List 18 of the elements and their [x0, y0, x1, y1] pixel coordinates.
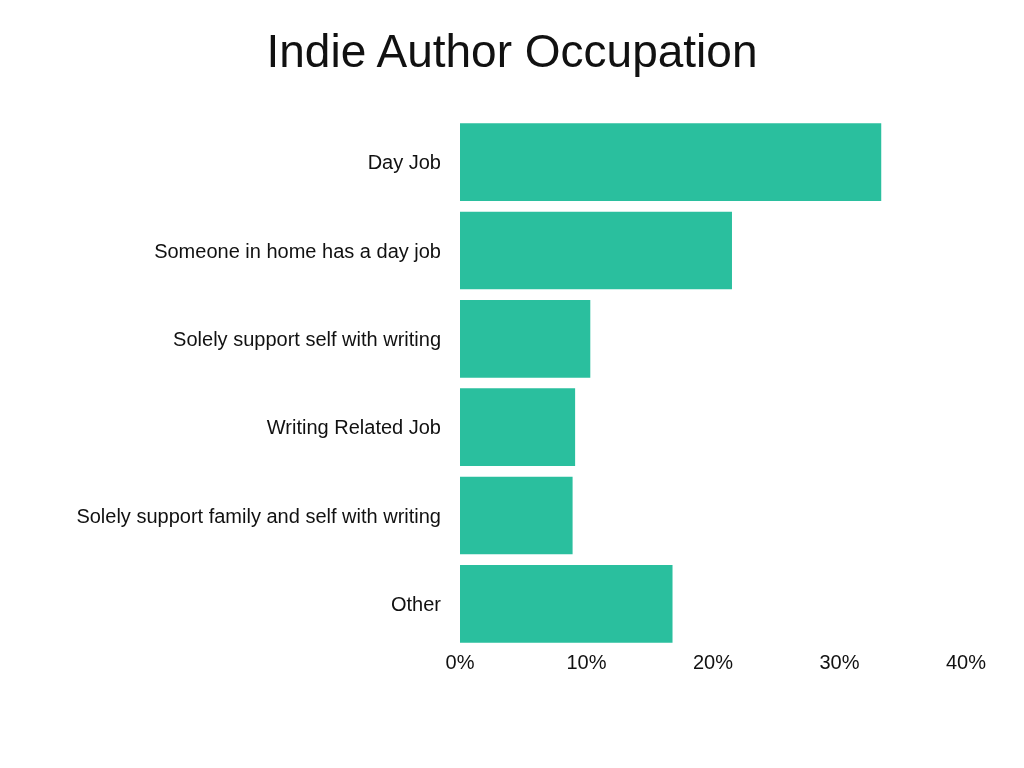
x-tick-label: 0% [445, 651, 475, 673]
bar [460, 299, 591, 378]
y-tick-label: Someone in home has a day job [154, 239, 441, 262]
y-tick-label: Writing Related Job [266, 416, 441, 439]
bar [460, 564, 673, 643]
x-tick-label: 40% [945, 651, 987, 673]
bar [460, 123, 882, 202]
y-tick-label: Day Job [367, 151, 441, 174]
bar [460, 388, 576, 467]
chart-title: Indie Author Occupation [266, 24, 758, 77]
y-tick-label: Other [390, 592, 442, 615]
y-tick-label: Solely support family and self with writing [76, 504, 441, 527]
x-tick-label: 30% [819, 651, 860, 673]
y-tick-label: Solely support self with writing [173, 327, 441, 350]
bar [460, 476, 573, 555]
x-tick-label: 20% [692, 651, 734, 673]
bar [460, 211, 732, 290]
x-tick-label: 10% [566, 651, 607, 673]
